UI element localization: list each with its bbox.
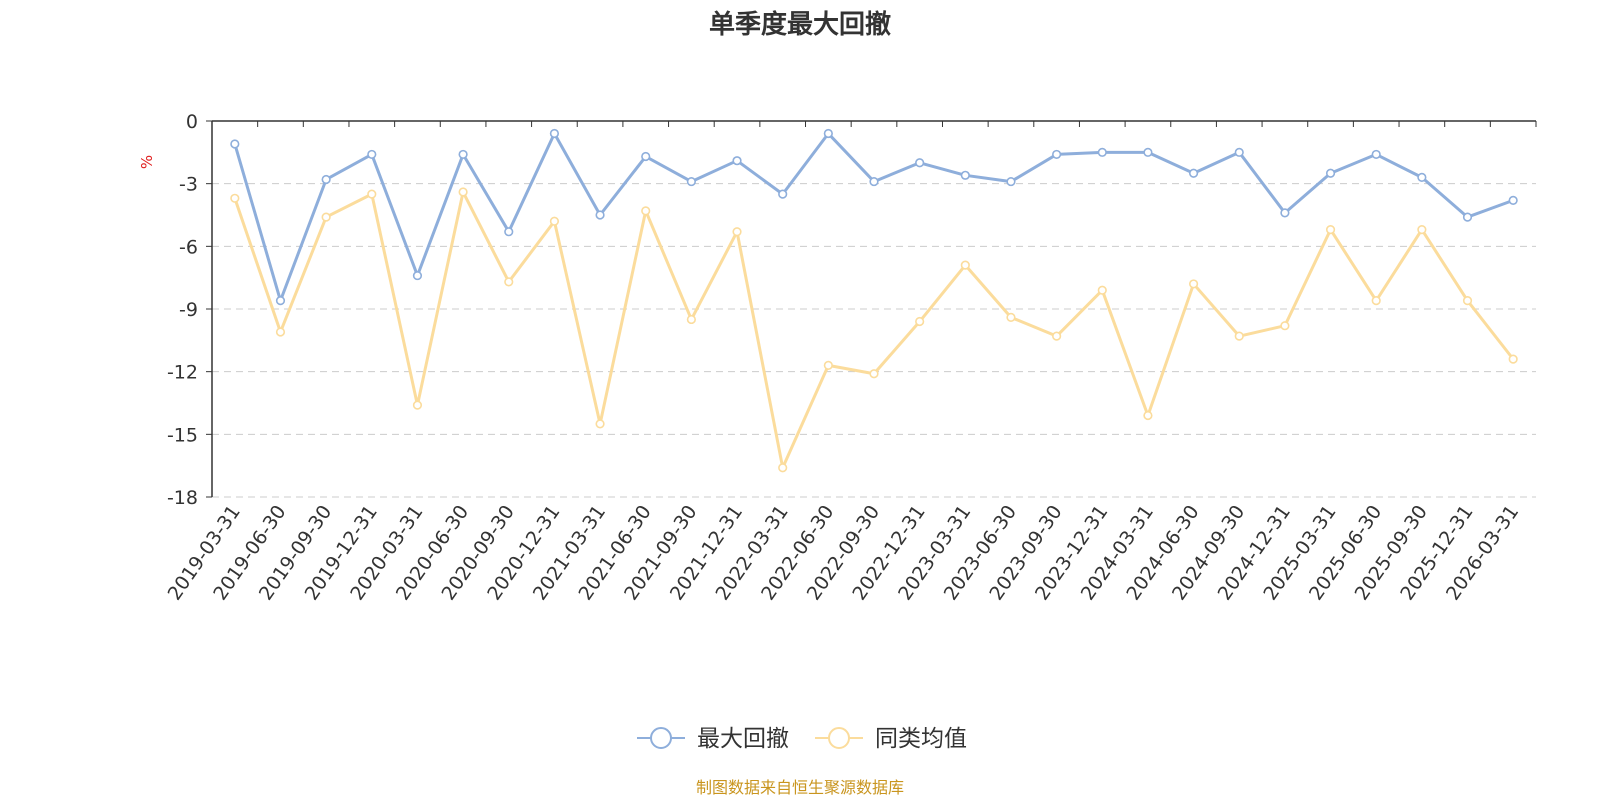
data-point-s1-5[interactable] [412,270,423,281]
legend-item-1[interactable]: 最大回撤 [637,726,789,752]
data-point-s2-26[interactable] [1371,296,1381,306]
legend-label: 同类均值 [875,726,967,752]
data-point-s1-12[interactable] [732,156,742,166]
data-point-s2-5[interactable] [412,400,423,410]
data-point-s1-9[interactable] [595,210,605,220]
y-tick-label: -6 [179,236,198,258]
series-line-2 [233,190,1515,470]
data-point-s2-8[interactable] [549,216,560,226]
data-point-s2-24[interactable] [1280,321,1290,331]
y-tick-label: -3 [179,174,198,196]
legend[interactable]: 最大回撤 同类均值 [637,726,967,752]
data-point-s1-4[interactable] [367,149,377,160]
data-point-s2-23[interactable] [1234,331,1244,341]
data-point-s2-1[interactable] [230,193,240,203]
data-point-s2-29[interactable] [1508,354,1518,364]
data-point-s2-6[interactable] [458,187,468,197]
data-point-s2-16[interactable] [915,316,925,327]
data-point-s1-14[interactable] [823,128,833,139]
data-point-s1-21[interactable] [1143,147,1153,157]
y-axis-label: % [138,155,156,169]
legend-circle-icon [828,727,850,749]
data-point-s2-3[interactable] [321,212,331,222]
source-note: 制图数据来自恒生聚源数据库 [696,778,904,797]
data-point-s2-4[interactable] [367,189,377,199]
y-tick-label: 0 [186,111,198,133]
axis-layer: 0-3-6-9-12-15-182019-03-312019-06-302019… [164,111,1537,604]
data-point-s1-22[interactable] [1188,168,1199,178]
data-point-s1-7[interactable] [504,227,514,237]
data-point-s1-20[interactable] [1097,147,1107,157]
data-point-s2-21[interactable] [1143,410,1153,421]
data-point-s2-13[interactable] [778,463,788,473]
data-point-s2-9[interactable] [595,419,605,429]
y-tick-label: -9 [179,299,198,321]
data-point-s2-15[interactable] [869,369,879,379]
data-point-s2-19[interactable] [1052,331,1062,341]
data-point-s1-16[interactable] [915,158,925,168]
series-line-1 [233,132,1514,303]
data-point-s1-13[interactable] [778,189,788,199]
data-point-s2-28[interactable] [1462,296,1473,306]
y-tick-label: -15 [167,424,198,446]
data-point-s1-11[interactable] [686,176,696,187]
data-point-s1-24[interactable] [1280,208,1290,218]
data-point-s1-10[interactable] [641,151,651,162]
data-point-s2-11[interactable] [686,314,696,325]
data-point-s2-12[interactable] [732,227,742,237]
data-point-s2-27[interactable] [1417,225,1427,235]
data-point-s2-22[interactable] [1188,279,1199,289]
data-point-s1-27[interactable] [1417,172,1427,182]
chart-title: 单季度最大回撤 [709,9,891,40]
grid-layer [212,183,1536,498]
data-point-s1-19[interactable] [1052,149,1062,160]
data-point-s2-20[interactable] [1097,285,1107,295]
data-point-s1-15[interactable] [869,176,879,187]
series-layer [230,128,1518,473]
data-point-s1-23[interactable] [1234,147,1244,157]
y-tick-label: -18 [167,487,198,509]
data-point-s1-25[interactable] [1325,168,1336,178]
legend-label: 最大回撤 [697,726,789,752]
data-point-s2-2[interactable] [275,327,286,337]
data-point-s2-10[interactable] [641,206,651,216]
data-point-s2-25[interactable] [1325,225,1336,235]
data-point-s1-29[interactable] [1508,195,1518,205]
y-tick-label: -12 [167,362,198,384]
data-point-s2-7[interactable] [504,277,514,287]
data-point-s1-6[interactable] [458,149,468,160]
data-point-s1-8[interactable] [549,128,560,139]
data-point-s1-18[interactable] [1006,176,1016,187]
data-point-s2-14[interactable] [823,360,833,371]
legend-circle-icon [650,727,672,749]
data-point-s1-17[interactable] [960,170,970,180]
data-point-s1-26[interactable] [1371,149,1381,160]
legend-item-2[interactable]: 同类均值 [815,726,967,752]
data-point-s1-1[interactable] [230,139,240,149]
data-point-s2-18[interactable] [1006,312,1016,322]
data-point-s1-3[interactable] [321,174,331,185]
data-point-s1-2[interactable] [275,296,286,306]
data-point-s1-28[interactable] [1462,212,1473,222]
data-point-s2-17[interactable] [960,260,970,270]
